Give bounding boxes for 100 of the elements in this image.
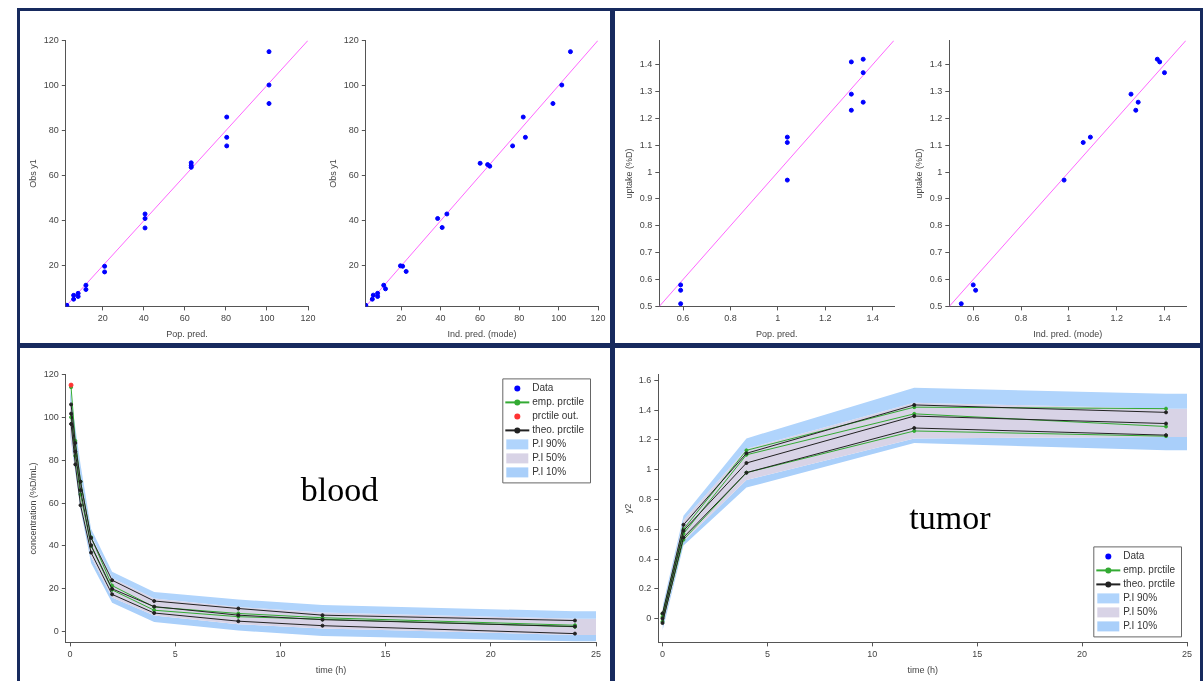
y-tick-label: 120 bbox=[343, 34, 359, 45]
y-axis-title: uptake (%D) bbox=[623, 148, 634, 199]
x-tick-label: 60 bbox=[474, 313, 485, 324]
y-tick-label: 40 bbox=[48, 540, 59, 551]
y-tick-label: 60 bbox=[48, 497, 59, 508]
y-tick-label: 80 bbox=[348, 125, 359, 136]
y-tick-label: 1.1 bbox=[929, 139, 943, 150]
y-tick-label: 1.6 bbox=[638, 374, 652, 385]
y-tick-label: 80 bbox=[48, 125, 59, 136]
y-tick-label: 0.6 bbox=[639, 274, 653, 285]
y-axis-title: uptake (%D) bbox=[913, 148, 924, 199]
y-tick-label: 40 bbox=[348, 215, 359, 226]
legend-label: Data bbox=[1123, 550, 1145, 562]
x-tick-label: 1.4 bbox=[866, 313, 879, 324]
y-tick-label: 1.2 bbox=[929, 112, 943, 123]
y-tick-label: 60 bbox=[48, 170, 59, 181]
y-tick-label: 0 bbox=[53, 626, 59, 637]
y-tick-label: 1.2 bbox=[638, 434, 652, 445]
y-tick-label: 0.9 bbox=[639, 193, 653, 204]
y-tick-label: 0.9 bbox=[929, 193, 943, 204]
x-tick-label: 1.4 bbox=[1158, 313, 1171, 324]
x-tick-label: 80 bbox=[514, 313, 525, 324]
y-tick-label: 1 bbox=[646, 464, 652, 475]
y-axis-title: Obs y1 bbox=[327, 159, 338, 188]
legend-label: Data bbox=[532, 382, 554, 394]
y-tick-label: 1 bbox=[647, 166, 653, 177]
x-tick-label: 5 bbox=[764, 649, 770, 660]
y-tick-label: 120 bbox=[43, 34, 59, 45]
annotation: blood bbox=[300, 470, 379, 508]
x-tick-label: 0 bbox=[67, 649, 73, 660]
x-tick-label: 0.8 bbox=[1014, 313, 1028, 324]
legend-label: P.I 10% bbox=[532, 466, 567, 478]
y-tick-label: 20 bbox=[48, 260, 59, 271]
x-tick-label: 40 bbox=[138, 313, 149, 324]
y-tick-label: 100 bbox=[343, 79, 359, 90]
x-tick-label: 10 bbox=[275, 649, 286, 660]
x-tick-label: 20 bbox=[485, 649, 496, 660]
y-tick-label: 0.5 bbox=[929, 300, 943, 311]
y-tick-label: 60 bbox=[348, 170, 359, 181]
y-tick-label: 0.8 bbox=[929, 220, 943, 231]
x-tick-label: 10 bbox=[867, 649, 878, 660]
x-tick-label: 20 bbox=[396, 313, 407, 324]
x-tick-label: 1.2 bbox=[1110, 313, 1123, 324]
legend-label: P.I 50% bbox=[1123, 606, 1158, 618]
x-axis-title: time (h) bbox=[315, 665, 347, 676]
x-tick-label: 0.8 bbox=[724, 313, 737, 324]
y-tick-label: 0.4 bbox=[638, 553, 652, 564]
legend-label: P.I 90% bbox=[1123, 592, 1158, 604]
y-tick-label: 120 bbox=[43, 368, 59, 379]
legend-label: P.I 10% bbox=[1123, 620, 1158, 632]
y-tick-label: 1.4 bbox=[639, 59, 653, 70]
y-axis-title: y2 bbox=[622, 503, 633, 514]
y-tick-label: 20 bbox=[48, 583, 59, 594]
x-tick-label: 100 bbox=[259, 313, 275, 324]
y-tick-label: 0.7 bbox=[639, 247, 653, 258]
x-tick-label: 0 bbox=[660, 649, 666, 660]
x-tick-label: 100 bbox=[551, 313, 567, 324]
y-axis-title: concentration (%D/mL) bbox=[27, 462, 38, 555]
y-tick-label: 0.7 bbox=[929, 247, 943, 258]
y-tick-label: 1.4 bbox=[638, 404, 652, 415]
y-tick-label: 100 bbox=[43, 79, 59, 90]
x-tick-label: 40 bbox=[435, 313, 446, 324]
x-tick-label: 1 bbox=[775, 313, 781, 324]
x-tick-label: 25 bbox=[1181, 649, 1193, 660]
y-tick-label: 0.6 bbox=[638, 523, 652, 534]
y-tick-label: 0.5 bbox=[639, 300, 653, 311]
y-tick-label: 1.2 bbox=[639, 112, 653, 123]
legend-label: P.I 50% bbox=[532, 452, 567, 464]
y-tick-label: 0.8 bbox=[638, 493, 652, 504]
legend-label: emp. prctile bbox=[1123, 564, 1176, 576]
x-axis-title: Pop. pred. bbox=[166, 329, 208, 340]
y-axis-title: Obs y1 bbox=[27, 159, 38, 188]
x-tick-label: 15 bbox=[972, 649, 983, 660]
x-tick-label: 1.2 bbox=[818, 313, 832, 324]
annotation: tumor bbox=[909, 498, 992, 536]
x-axis-title: Ind. pred. (mode) bbox=[1033, 329, 1103, 340]
x-tick-label: 120 bbox=[300, 313, 316, 324]
x-tick-label: 60 bbox=[179, 313, 190, 324]
y-tick-label: 1.3 bbox=[929, 85, 943, 96]
y-tick-label: 1.4 bbox=[929, 59, 943, 70]
x-tick-label: 0.6 bbox=[966, 313, 980, 324]
y-tick-label: 40 bbox=[48, 215, 59, 226]
y-tick-label: 0.2 bbox=[638, 583, 652, 594]
legend-label: P.I 90% bbox=[532, 438, 567, 450]
y-tick-label: 1.1 bbox=[639, 139, 653, 150]
x-tick-label: 20 bbox=[1077, 649, 1088, 660]
y-tick-label: 1 bbox=[937, 166, 943, 177]
legend-label: theo. prctile bbox=[1123, 578, 1176, 590]
y-tick-label: 0.6 bbox=[929, 274, 943, 285]
x-tick-label: 80 bbox=[220, 313, 231, 324]
x-tick-label: 120 bbox=[590, 313, 606, 324]
x-axis-title: time (h) bbox=[907, 665, 938, 676]
x-axis-title: Pop. pred. bbox=[755, 329, 798, 340]
y-tick-label: 0 bbox=[646, 613, 652, 624]
x-tick-label: 0.6 bbox=[676, 313, 690, 324]
legend-label: prctile out. bbox=[532, 410, 579, 422]
x-tick-label: 5 bbox=[172, 649, 178, 660]
y-tick-label: 0.8 bbox=[639, 220, 653, 231]
y-tick-label: 80 bbox=[48, 454, 59, 465]
y-tick-label: 100 bbox=[43, 411, 59, 422]
